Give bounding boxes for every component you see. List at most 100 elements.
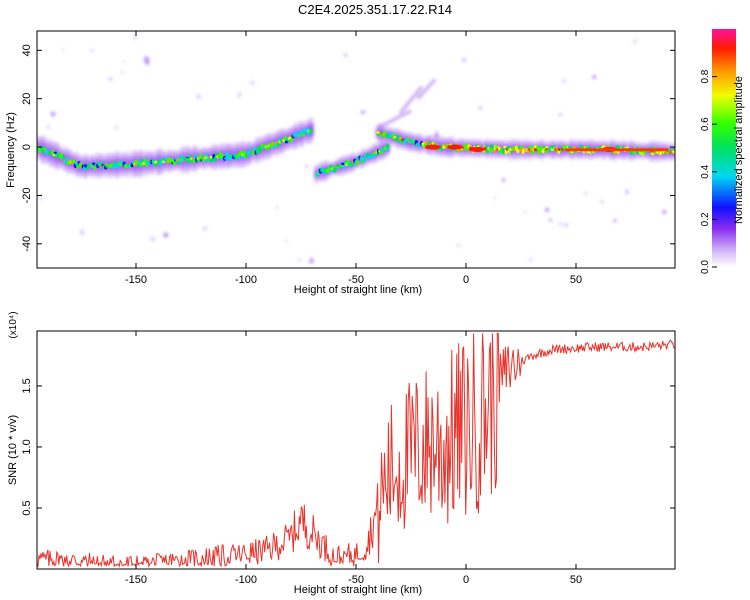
hot-spot bbox=[425, 144, 441, 150]
noise-dot bbox=[548, 218, 552, 222]
ridge-core bbox=[187, 159, 191, 164]
ridge-core bbox=[484, 144, 488, 148]
noise-dot bbox=[237, 92, 242, 97]
snr-xtick-label: -50 bbox=[348, 574, 364, 586]
colorbar-tick-label: 0.0 bbox=[700, 260, 711, 274]
ridge-core bbox=[146, 161, 150, 166]
ridge-core bbox=[111, 164, 116, 169]
ridge-core bbox=[283, 136, 287, 142]
branch-streak bbox=[377, 109, 412, 130]
snr-xtick-label: -100 bbox=[235, 574, 257, 586]
spectrogram-frame bbox=[36, 30, 676, 269]
ridge-core bbox=[383, 130, 387, 135]
ridge-core bbox=[300, 130, 304, 135]
ridge-core bbox=[341, 162, 345, 166]
snr-ytick-label: 1.0 bbox=[21, 439, 33, 454]
ridge-core bbox=[389, 132, 393, 138]
spectrogram-ytick-label: 40 bbox=[21, 44, 33, 56]
noise-dot bbox=[479, 106, 482, 110]
noise-dot bbox=[461, 57, 467, 62]
noise-dot bbox=[46, 125, 51, 129]
noise-dot bbox=[558, 112, 563, 117]
ridge-core bbox=[61, 154, 65, 160]
colorbar-tick-label: 0.4 bbox=[700, 164, 711, 178]
snr-x-label: Height of straight line (km) bbox=[294, 584, 422, 596]
ridge-core bbox=[85, 166, 89, 171]
ridge-core bbox=[425, 140, 429, 145]
colorbar: 0.0 0.2 0.4 0.6 0.8 Normalized spectral ampl… bbox=[700, 29, 745, 274]
snr-xtick-label: 0 bbox=[463, 574, 469, 586]
snr-multiplier: (x10⁴) bbox=[8, 311, 19, 338]
snr-xtick-label: -150 bbox=[125, 574, 147, 586]
ridge-core bbox=[392, 133, 396, 137]
ridge-core bbox=[380, 148, 384, 153]
ridge-core bbox=[309, 128, 314, 132]
colorbar-tick-label: 0.2 bbox=[700, 212, 711, 226]
noise-dot bbox=[562, 79, 566, 84]
ridge-core bbox=[276, 142, 281, 147]
spectrogram-ytick-label: -20 bbox=[21, 187, 33, 203]
ridge-core bbox=[143, 158, 147, 164]
colorbar-ticks: 0.0 0.2 0.4 0.6 0.8 bbox=[700, 69, 717, 274]
ridge-core bbox=[492, 149, 496, 153]
ridge-core bbox=[643, 150, 647, 155]
spectrogram-x-label: Height of straight line (km) bbox=[294, 284, 422, 296]
ridge-core bbox=[130, 163, 134, 168]
noise-dot bbox=[309, 258, 314, 264]
noise-dot bbox=[523, 210, 527, 214]
noise-dot bbox=[493, 196, 497, 200]
noise-dot bbox=[163, 232, 169, 238]
snr-panel: -150 -100 -50 0 50 0.5 1.0 1.5 Height of straig… bbox=[7, 311, 676, 596]
noise-dot bbox=[361, 110, 365, 115]
ridge-core bbox=[72, 159, 76, 164]
ridge-core bbox=[394, 137, 399, 141]
noise-dot bbox=[544, 207, 550, 212]
noise-dot bbox=[150, 236, 156, 242]
ridge-core bbox=[342, 165, 346, 169]
colorbar-tick-label: 0.6 bbox=[700, 117, 711, 131]
spectrogram-heatmap bbox=[37, 35, 675, 264]
noise-dot bbox=[456, 243, 460, 247]
hot-spot bbox=[447, 144, 463, 150]
snr-ticks: -150 -100 -50 0 50 0.5 1.0 1.5 bbox=[21, 331, 675, 586]
noise-dot bbox=[275, 205, 279, 209]
noise-dot bbox=[633, 39, 637, 44]
noise-dot bbox=[298, 258, 301, 262]
ridge-core bbox=[333, 167, 337, 173]
spectrogram-y-label: Frequency (Hz) bbox=[5, 112, 17, 188]
spectrogram-core bbox=[37, 128, 675, 178]
noise-dot bbox=[121, 70, 124, 74]
ridge-core bbox=[520, 145, 524, 149]
snr-background bbox=[37, 331, 675, 569]
ridge-core bbox=[197, 157, 201, 161]
noise-dot bbox=[90, 49, 94, 53]
ridge-core bbox=[396, 134, 400, 138]
noise-dot bbox=[662, 209, 667, 215]
ridge-core bbox=[201, 157, 205, 163]
ridge-core bbox=[529, 145, 533, 149]
noise-dot bbox=[284, 239, 288, 243]
spectrogram-xtick-label: 0 bbox=[463, 274, 469, 286]
colorbar-tick-label: 0.8 bbox=[700, 69, 711, 83]
snr-ytick-label: 1.5 bbox=[21, 378, 33, 393]
noise-dot bbox=[435, 130, 439, 134]
noise-dot bbox=[108, 77, 113, 82]
ridge-core bbox=[92, 162, 96, 166]
noise-dot bbox=[624, 189, 630, 195]
spectrogram-xtick-label: -50 bbox=[348, 274, 364, 286]
ridge-core bbox=[326, 168, 330, 173]
ridge-core bbox=[366, 152, 370, 157]
noise-dot bbox=[343, 52, 348, 58]
ridge-core bbox=[253, 146, 257, 152]
ridge-core bbox=[298, 134, 302, 137]
chart-title: C2E4.2025.351.17.22.R14 bbox=[298, 2, 452, 17]
ridge-core bbox=[503, 145, 507, 149]
noise-dot bbox=[600, 200, 604, 204]
noise-dot bbox=[529, 257, 533, 262]
snr-xtick-label: 50 bbox=[570, 574, 582, 586]
spectrogram-xtick-label: -150 bbox=[125, 274, 147, 286]
ridge-core bbox=[501, 148, 505, 154]
spectrogram-panel: -150 -100 -50 0 50 -40 -20 0 20 40 Height of stra… bbox=[5, 30, 676, 296]
branch-streak bbox=[398, 85, 424, 115]
